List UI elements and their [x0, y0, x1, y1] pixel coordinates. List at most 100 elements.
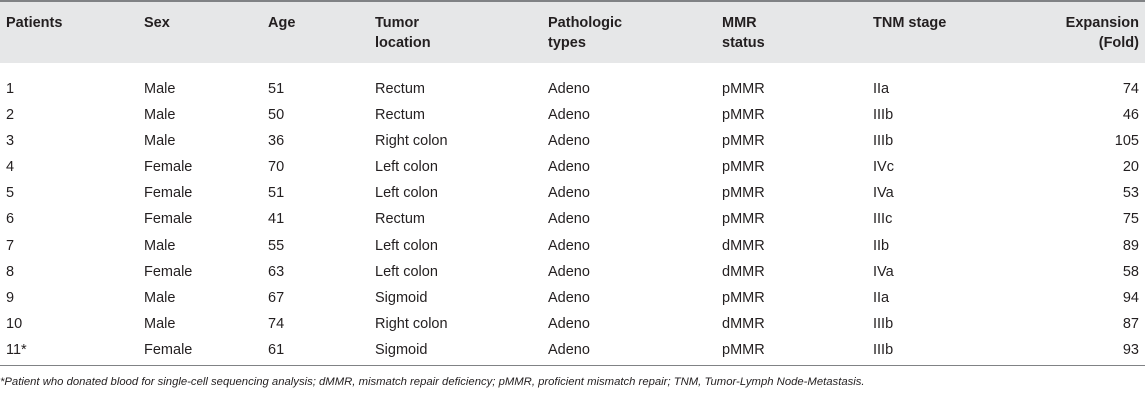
cell-sex: Female	[144, 185, 193, 202]
cell-mmr-status: dMMR	[722, 237, 765, 254]
cell-patient-id: 7	[6, 237, 15, 254]
cell-age: 50	[268, 107, 285, 124]
cell-sex: Male	[144, 81, 176, 97]
table-row: 9 Male 67 Sigmoid Adeno pMMR IIa 94	[0, 285, 1145, 311]
cell-expansion-fold: 94	[1122, 289, 1139, 306]
cell-expansion-fold: 74	[1122, 81, 1139, 97]
cell-mmr-status: pMMR	[722, 107, 765, 124]
table-row: 8 Female 63 Left colon Adeno dMMR IVa 58	[0, 259, 1145, 285]
cell-patient-id: 2	[6, 107, 15, 124]
header-tumor-location: Tumor location	[375, 15, 431, 51]
cell-expansion-fold: 105	[1114, 133, 1139, 150]
cell-tnm-stage: IIb	[873, 237, 890, 254]
cell-pathologic-type: Adeno	[548, 159, 590, 176]
cell-age: 51	[268, 185, 285, 202]
cell-patient-id: 8	[6, 263, 15, 280]
cell-pathologic-type: Adeno	[548, 289, 590, 306]
cell-tnm-stage: IIa	[873, 81, 890, 97]
cell-age: 51	[268, 81, 285, 97]
cell-mmr-status: pMMR	[722, 133, 765, 150]
cell-patient-id: 1	[6, 81, 15, 97]
table-row: 1 Male 51 Rectum Adeno pMMR IIa 74	[0, 76, 1145, 102]
cell-tnm-stage: IVa	[873, 263, 894, 280]
cell-patient-id: 4	[6, 159, 15, 176]
cell-pathologic-type: Adeno	[548, 315, 590, 332]
cell-mmr-status: pMMR	[722, 289, 765, 306]
cell-expansion-fold: 46	[1122, 107, 1139, 124]
cell-tnm-stage: IIIb	[873, 341, 894, 358]
cell-tumor-location: Left colon	[375, 185, 438, 202]
cell-sex: Female	[144, 159, 193, 176]
table-bottom-rule	[0, 365, 1145, 366]
cell-age: 70	[268, 159, 285, 176]
header-patients: Patients	[6, 15, 63, 31]
cell-mmr-status: pMMR	[722, 211, 765, 228]
cell-tumor-location: Rectum	[375, 211, 425, 228]
cell-tumor-location: Right colon	[375, 315, 448, 332]
cell-tumor-location: Rectum	[375, 107, 425, 124]
cell-mmr-status: dMMR	[722, 263, 765, 280]
cell-mmr-status: pMMR	[722, 159, 765, 176]
cell-mmr-status: pMMR	[722, 341, 765, 358]
cell-pathologic-type: Adeno	[548, 237, 590, 254]
cell-expansion-fold: 75	[1122, 211, 1139, 228]
cell-tumor-location: Left colon	[375, 237, 438, 254]
header-sex: Sex	[144, 15, 170, 31]
table-row: 10 Male 74 Right colon Adeno dMMR IIIb 87	[0, 311, 1145, 337]
cell-sex: Female	[144, 211, 193, 228]
cell-age: 61	[268, 341, 285, 358]
cell-tnm-stage: IVa	[873, 185, 894, 202]
cell-sex: Male	[144, 237, 176, 254]
cell-patient-id: 10	[6, 315, 23, 332]
cell-mmr-status: pMMR	[722, 81, 765, 97]
cell-pathologic-type: Adeno	[548, 107, 590, 124]
cell-expansion-fold: 20	[1122, 159, 1139, 176]
cell-mmr-status: pMMR	[722, 185, 765, 202]
cell-tumor-location: Left colon	[375, 263, 438, 280]
cell-patient-id: 6	[6, 211, 15, 228]
cell-tnm-stage: IVc	[873, 159, 894, 176]
cell-patient-id: 3	[6, 133, 15, 150]
cell-pathologic-type: Adeno	[548, 185, 590, 202]
cell-patient-id: 9	[6, 289, 15, 306]
cell-pathologic-type: Adeno	[548, 81, 590, 97]
cell-expansion-fold: 93	[1122, 341, 1139, 358]
cell-age: 74	[268, 315, 285, 332]
cell-sex: Female	[144, 341, 193, 358]
cell-sex: Male	[144, 133, 176, 150]
cell-expansion-fold: 58	[1122, 263, 1139, 280]
cell-tumor-location: Sigmoid	[375, 341, 428, 358]
cell-tnm-stage: IIa	[873, 289, 890, 306]
cell-pathologic-type: Adeno	[548, 263, 590, 280]
cell-sex: Female	[144, 263, 193, 280]
table-row: 11* Female 61 Sigmoid Adeno pMMR IIIb 93	[0, 337, 1145, 363]
cell-tumor-location: Sigmoid	[375, 289, 428, 306]
cell-age: 41	[268, 211, 285, 228]
cell-tnm-stage: IIIb	[873, 107, 894, 124]
cell-tumor-location: Rectum	[375, 81, 425, 97]
cell-pathologic-type: Adeno	[548, 133, 590, 150]
cell-expansion-fold: 87	[1122, 315, 1139, 332]
cell-sex: Male	[144, 315, 176, 332]
table-row: 3 Male 36 Right colon Adeno pMMR IIIb 105	[0, 128, 1145, 154]
cell-tnm-stage: IIIc	[873, 211, 893, 228]
cell-patient-id: 5	[6, 185, 15, 202]
table-row: 2 Male 50 Rectum Adeno pMMR IIIb 46	[0, 102, 1145, 128]
cell-sex: Male	[144, 107, 176, 124]
table-body: 1 Male 51 Rectum Adeno pMMR IIa 74 2 Male 50 Rectum…	[0, 76, 1145, 363]
cell-pathologic-type: Adeno	[548, 341, 590, 358]
cell-age: 36	[268, 133, 285, 150]
cell-pathologic-type: Adeno	[548, 211, 590, 228]
table-row: 6 Female 41 Rectum Adeno pMMR IIIc 75	[0, 206, 1145, 232]
cell-patient-id: 11*	[6, 341, 27, 358]
header-pathologic-types: Pathologic types	[548, 15, 623, 51]
table-row: 7 Male 55 Left colon Adeno dMMR IIb 89	[0, 233, 1145, 259]
cell-tnm-stage: IIIb	[873, 315, 894, 332]
cell-sex: Male	[144, 289, 176, 306]
table-row: 5 Female 51 Left colon Adeno pMMR IVa 53	[0, 180, 1145, 206]
cell-expansion-fold: 53	[1122, 185, 1139, 202]
table-footnote: *Patient who donated blood for single-ce…	[0, 376, 865, 388]
header-expansion-fold: Expansion (Fold)	[1065, 15, 1139, 51]
cell-mmr-status: dMMR	[722, 315, 765, 332]
